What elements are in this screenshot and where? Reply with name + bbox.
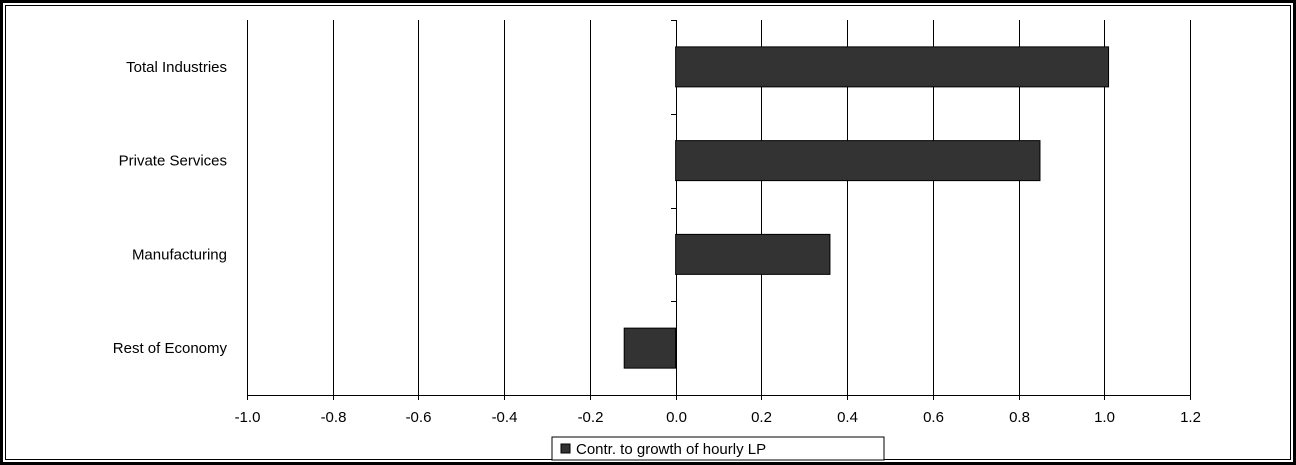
bars bbox=[623, 46, 1110, 369]
x-tick-label: -0.8 bbox=[321, 409, 347, 426]
legend: Contr. to growth of hourly LP bbox=[551, 436, 885, 461]
x-tick-label: -0.6 bbox=[406, 409, 432, 426]
bar bbox=[623, 327, 677, 369]
labels: -1.0 -0.8 -0.6 -0.4 -0.2 0.0 0.2 0.4 0.6 0.8 1.0 1.… bbox=[113, 59, 1201, 426]
legend-label: Contr. to growth of hourly LP bbox=[576, 441, 766, 458]
bar bbox=[675, 233, 831, 275]
x-tick-label: 0.2 bbox=[751, 409, 772, 426]
legend-box bbox=[551, 436, 885, 461]
x-tick-label: 0.4 bbox=[837, 409, 858, 426]
bar bbox=[675, 46, 1110, 88]
category-label: Total Industries bbox=[126, 59, 227, 76]
x-tick-label: -0.4 bbox=[492, 409, 518, 426]
x-tick-label: 1.0 bbox=[1094, 409, 1115, 426]
bar bbox=[675, 140, 1041, 182]
category-label: Manufacturing bbox=[132, 246, 227, 263]
x-tick-label: 0.0 bbox=[666, 409, 687, 426]
x-tick-label: 0.8 bbox=[1009, 409, 1030, 426]
legend-swatch bbox=[560, 443, 571, 454]
x-tick-label: 1.2 bbox=[1180, 409, 1201, 426]
x-tick-label: 0.6 bbox=[923, 409, 944, 426]
category-label: Rest of Economy bbox=[113, 340, 228, 357]
x-tick-label: -1.0 bbox=[235, 409, 261, 426]
x-tick-label: -0.2 bbox=[578, 409, 604, 426]
category-label: Private Services bbox=[119, 153, 227, 170]
